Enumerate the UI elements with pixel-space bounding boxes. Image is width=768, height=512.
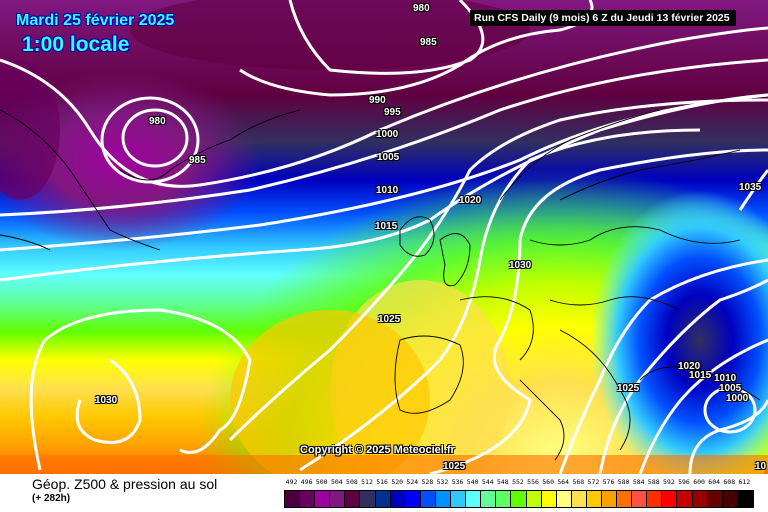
legend-tick-label: 520 [391,478,404,486]
isobar-label: 1010 [376,185,399,196]
legend-swatch [692,491,707,507]
legend-swatch [617,491,632,507]
legend-tick-label: 600 [693,478,705,486]
legend-tick-label: 604 [708,478,721,486]
legend-swatch [662,491,677,507]
legend-tick-label: 576 [602,478,615,486]
isobar-label: 1005 [377,152,400,163]
legend-tick-label: 596 [678,478,690,486]
legend-swatch [511,491,526,507]
legend-tick-label: 572 [587,478,600,486]
legend-swatch [405,491,420,507]
legend-swatch [632,491,647,507]
legend-tick-label: 544 [481,478,494,486]
legend-swatch [360,491,375,507]
chart-title: Géop. Z500 & pression au sol [32,476,218,492]
legend-swatch [345,491,360,507]
legend-swatch [375,491,390,507]
legend-swatch [330,491,345,507]
legend-swatch [737,491,752,507]
legend-tick-label: 608 [723,478,736,486]
legend-tick-label: 508 [346,478,358,486]
legend-color-bar [284,490,754,508]
legend-swatch [285,491,300,507]
legend-swatch [420,491,435,507]
legend-tick-label: 584 [632,478,645,486]
legend-swatch [526,491,541,507]
legend-tick-label: 540 [466,478,479,486]
legend-tick-label: 516 [376,478,388,486]
legend-tick-label: 504 [330,478,343,486]
legend-tick-label: 560 [542,478,555,486]
legend-swatch [481,491,496,507]
isobar-label: 985 [420,37,437,48]
isobar-label: 1020 [459,195,482,206]
map-footer: Géop. Z500 & pression au sol (+ 282h) 49… [0,474,768,512]
isobar-label: 995 [384,107,401,118]
isobar-label: 980 [149,116,166,127]
geopotential-field [0,0,768,474]
legend-swatch [647,491,662,507]
legend-swatch [541,491,556,507]
legend-swatch [571,491,586,507]
legend-tick-label: 556 [527,478,539,486]
legend-tick-label: 612 [738,478,751,486]
legend-tick-label: 528 [421,478,434,486]
isobar-label: 1030 [95,395,118,406]
forecast-time: 1:00 locale [22,33,130,56]
legend-tick-label: 524 [406,478,419,486]
isobar-label: 1015 [689,370,712,381]
legend-swatch [300,491,315,507]
isobar-label: 1030 [509,260,532,271]
isobar-label: 1000 [726,393,749,404]
legend-ticks: 492 496 500 504 508 512 516 520 524 528 532 536 540 5… [284,478,754,488]
isobar-label: 1035 [739,182,762,193]
forecast-date: Mardi 25 février 2025 [16,12,175,29]
model-run-banner: Run CFS Daily (9 mois) 6 Z du Jeudi 13 f… [470,10,736,26]
isobar-label: 1000 [376,129,399,140]
isobar-label: 1025 [378,314,401,325]
legend-swatch [315,491,330,507]
legend-tick-label: 512 [361,478,373,486]
legend-tick-label: 532 [436,478,449,486]
legend-tick-label: 492 [285,478,298,486]
legend-tick-label: 496 [300,478,313,486]
isobar-label: 1015 [375,221,398,232]
isobar-label: 1005 [719,383,742,394]
coastlines [0,109,761,461]
legend-tick-label: 568 [572,478,585,486]
legend-tick-label: 564 [557,478,570,486]
isobar-label: 1025 [617,383,640,394]
copyright-notice: Copyright © 2025 Meteociel.fr [300,444,455,456]
legend-tick-label: 592 [663,478,675,486]
legend-swatch [390,491,405,507]
legend-swatch [586,491,601,507]
isobar-label: 10 [755,461,767,472]
legend-swatch [556,491,571,507]
isobar-label: 1010 [714,373,737,384]
legend-tick-label: 536 [451,478,464,486]
legend-tick-label: 500 [315,478,328,486]
legend-swatch [707,491,722,507]
forecast-lead-time: (+ 282h) [32,493,71,504]
weather-map: Mardi 25 février 2025 1:00 locale Run CF… [0,0,768,474]
isobar-label: 985 [189,155,206,166]
isobar-label: 1025 [443,461,466,472]
legend-swatch [466,491,481,507]
isobar-label: 990 [369,95,386,106]
isobar-label: 980 [413,3,430,14]
legend-swatch [496,491,511,507]
legend-swatch [435,491,451,507]
legend-tick-label: 580 [617,478,630,486]
legend-tick-label: 552 [512,478,524,486]
isobar-label: 1020 [678,361,701,372]
legend-swatch [451,491,466,507]
legend-swatch [601,491,617,507]
legend-swatch [677,491,692,507]
color-legend: 492 496 500 504 508 512 516 520 524 528 532 536 540 5… [284,478,754,508]
legend-tick-label: 588 [647,478,660,486]
legend-swatch [722,491,737,507]
legend-tick-label: 548 [496,478,509,486]
